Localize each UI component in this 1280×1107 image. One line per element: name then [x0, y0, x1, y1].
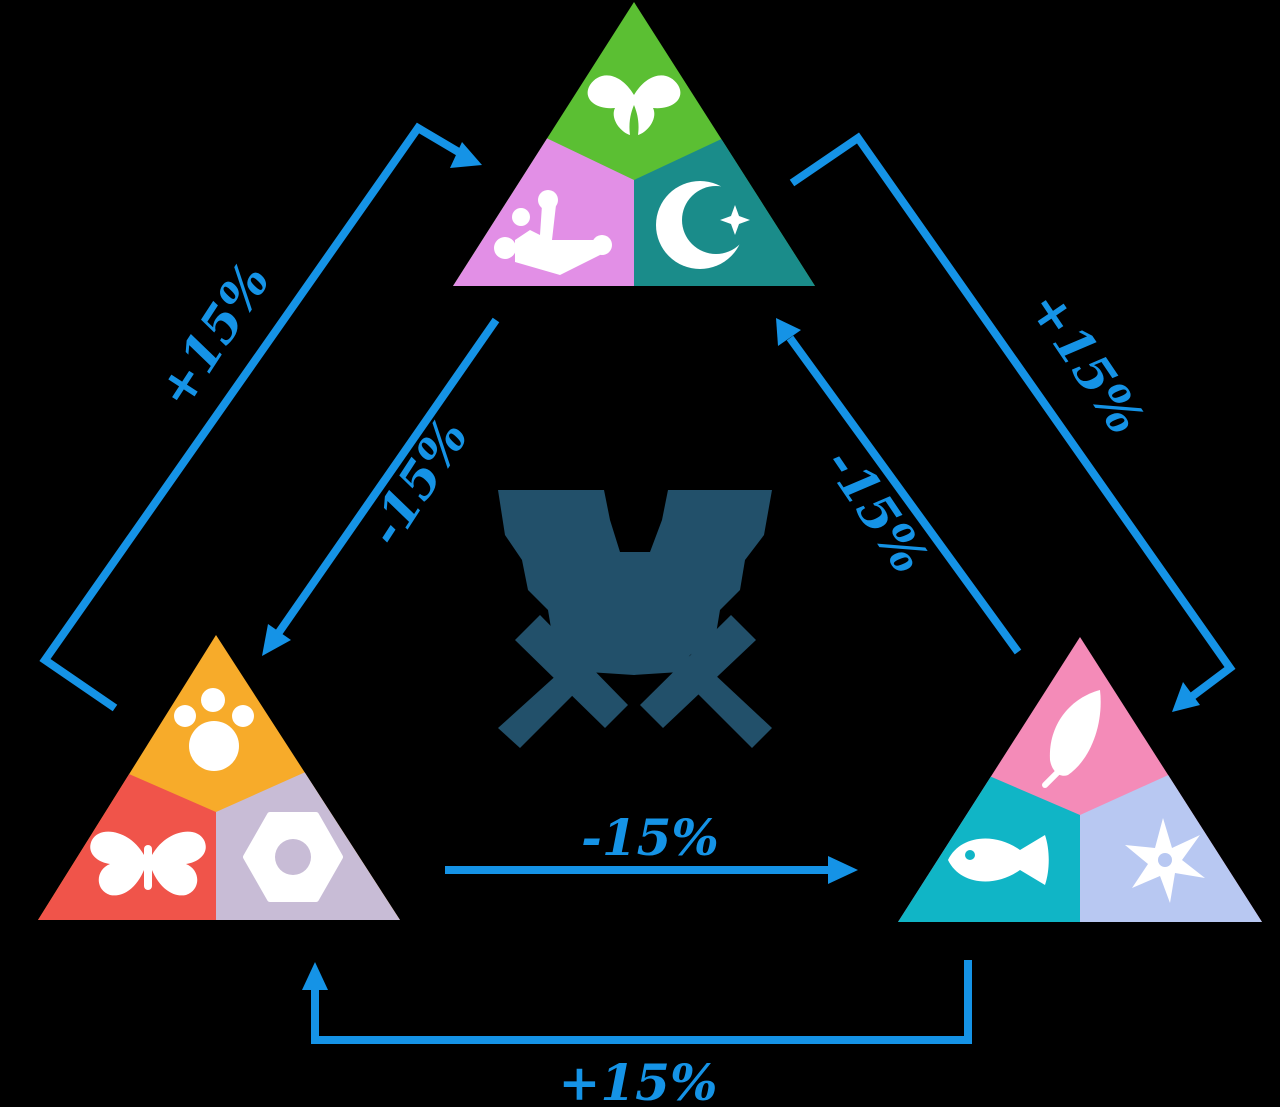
label-inner-bottom: -15% [581, 808, 719, 867]
crossed-swords-wings-emblem-icon [498, 490, 772, 748]
crescent-moon-icon [656, 181, 750, 269]
right-triangle-group [898, 637, 1262, 922]
arrow-inner-bottom [445, 856, 858, 884]
butterfly-icon [90, 831, 206, 896]
label-outer-right: +15% [1018, 280, 1156, 445]
label-inner-right: -15% [814, 437, 940, 584]
left-triangle-group [38, 635, 400, 920]
arrow-outer-bottom [302, 960, 972, 1044]
paw-icon [174, 688, 254, 771]
arrow-outer-right [789, 132, 1236, 712]
label-outer-left: +15% [145, 253, 281, 418]
arrow-outer-left [39, 122, 482, 712]
feather-icon [1042, 690, 1101, 788]
crown-icon [494, 190, 612, 275]
label-outer-bottom: +15% [559, 1053, 718, 1107]
fish-icon [948, 835, 1049, 885]
arrow-inner-left [262, 317, 500, 656]
snowflake-icon [1125, 818, 1205, 903]
arrow-inner-right [776, 318, 1022, 655]
hex-nut-icon [243, 812, 343, 902]
top-triangle-group [453, 2, 815, 286]
wings-icon [587, 75, 681, 135]
label-inner-left: -15% [355, 409, 480, 557]
